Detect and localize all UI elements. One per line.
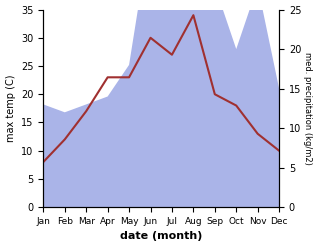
Y-axis label: max temp (C): max temp (C) — [5, 75, 16, 142]
X-axis label: date (month): date (month) — [120, 231, 203, 242]
Y-axis label: med. precipitation (kg/m2): med. precipitation (kg/m2) — [303, 52, 313, 165]
